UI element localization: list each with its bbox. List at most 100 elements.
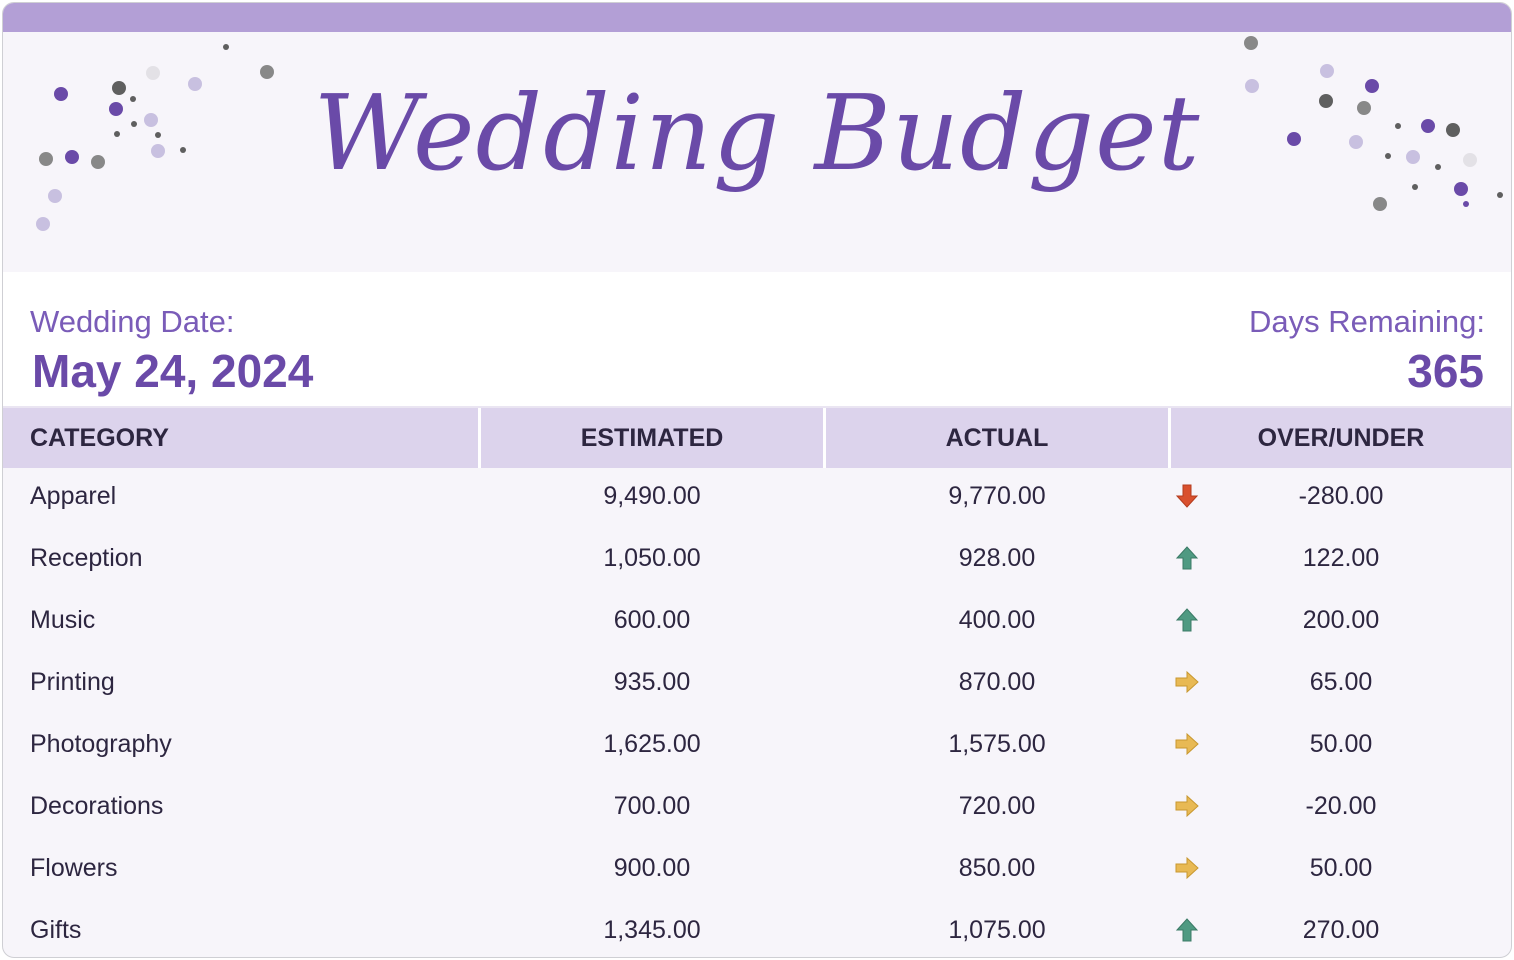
confetti-decoration xyxy=(36,36,1503,231)
column-header-over-under: OVER/UNDER xyxy=(1257,424,1425,452)
confetti-dot xyxy=(1412,184,1418,190)
table-row: Decorations 700.00 720.00 -20.00 xyxy=(3,775,1511,837)
over-under-cell: 65.00 xyxy=(1309,668,1373,696)
confetti-dot xyxy=(114,131,120,137)
estimated-cell[interactable]: 9,490.00 xyxy=(603,482,701,510)
confetti-dot xyxy=(144,113,158,127)
wedding-date-value[interactable]: May 24, 2024 xyxy=(32,345,314,397)
over-under-cell: -280.00 xyxy=(1298,482,1384,510)
confetti-dot xyxy=(1357,101,1371,115)
actual-cell[interactable]: 850.00 xyxy=(958,854,1036,882)
table-row: Printing 935.00 870.00 65.00 xyxy=(3,651,1511,713)
confetti-dot xyxy=(180,147,186,153)
wedding-date-label: Wedding Date: xyxy=(30,304,235,339)
confetti-dot xyxy=(1245,79,1259,93)
days-remaining-value: 365 xyxy=(1407,345,1484,397)
category-cell[interactable]: Apparel xyxy=(30,482,117,510)
confetti-dot xyxy=(1373,197,1387,211)
estimated-cell[interactable]: 600.00 xyxy=(613,606,691,634)
confetti-dot xyxy=(1319,94,1333,108)
category-cell[interactable]: Gifts xyxy=(30,916,82,944)
over-under-cell: -20.00 xyxy=(1305,792,1377,820)
top-bar xyxy=(3,3,1511,32)
date-info: Wedding Date: May 24, 2024 Days Remainin… xyxy=(3,272,1511,406)
estimated-cell[interactable]: 900.00 xyxy=(613,854,691,882)
over-under-cell: 200.00 xyxy=(1302,606,1380,634)
estimated-cell[interactable]: 1,050.00 xyxy=(603,544,701,572)
table-row: Gifts 1,345.00 1,075.00 270.00 xyxy=(3,899,1511,957)
confetti-dot xyxy=(36,217,50,231)
confetti-dot xyxy=(1349,135,1363,149)
confetti-dot xyxy=(130,96,136,102)
page-title: Wedding Budget xyxy=(313,72,1201,194)
estimated-cell[interactable]: 700.00 xyxy=(613,792,691,820)
confetti-dot xyxy=(146,66,160,80)
actual-cell[interactable]: 870.00 xyxy=(958,668,1036,696)
up-arrow-icon xyxy=(1173,606,1201,634)
confetti-dot xyxy=(223,44,229,50)
table-row: Music 600.00 400.00 200.00 xyxy=(3,589,1511,651)
estimated-cell[interactable]: 1,345.00 xyxy=(603,916,701,944)
right-arrow-icon xyxy=(1173,668,1201,696)
confetti-dot xyxy=(1320,64,1334,78)
confetti-dot xyxy=(1287,132,1301,146)
category-cell[interactable]: Printing xyxy=(30,668,115,696)
table-row: Apparel 9,490.00 9,770.00 -280.00 xyxy=(3,465,1511,527)
table-row: Flowers 900.00 850.00 50.00 xyxy=(3,837,1511,899)
confetti-dot xyxy=(1421,119,1435,133)
up-arrow-icon xyxy=(1173,916,1201,944)
column-header-category: CATEGORY xyxy=(30,424,169,452)
confetti-dot xyxy=(48,189,62,203)
table-header: CATEGORY ESTIMATED ACTUAL OVER/UNDER xyxy=(3,406,1511,468)
confetti-dot xyxy=(65,150,79,164)
confetti-dot xyxy=(131,121,137,127)
actual-cell[interactable]: 400.00 xyxy=(958,606,1036,634)
category-cell[interactable]: Photography xyxy=(30,730,172,758)
confetti-dot xyxy=(188,77,202,91)
confetti-dot xyxy=(1497,192,1503,198)
confetti-dot xyxy=(109,102,123,116)
category-cell[interactable]: Music xyxy=(30,606,96,634)
table-row: Photography 1,625.00 1,575.00 50.00 xyxy=(3,713,1511,775)
confetti-dot xyxy=(1244,36,1258,50)
confetti-dot xyxy=(260,65,274,79)
confetti-dot xyxy=(112,81,126,95)
confetti-dot xyxy=(1463,153,1477,167)
down-arrow-icon xyxy=(1173,482,1201,510)
confetti-dot xyxy=(1406,150,1420,164)
confetti-dot xyxy=(39,152,53,166)
column-header-actual: ACTUAL xyxy=(945,424,1049,452)
category-cell[interactable]: Decorations xyxy=(30,792,164,820)
over-under-cell: 270.00 xyxy=(1302,916,1380,944)
over-under-cell: 122.00 xyxy=(1302,544,1380,572)
confetti-dot xyxy=(1435,164,1441,170)
confetti-dot xyxy=(1446,123,1460,137)
category-cell[interactable]: Flowers xyxy=(30,854,118,882)
actual-cell[interactable]: 928.00 xyxy=(958,544,1036,572)
estimated-cell[interactable]: 935.00 xyxy=(613,668,691,696)
right-arrow-icon xyxy=(1173,730,1201,758)
category-cell[interactable]: Reception xyxy=(30,544,143,572)
confetti-dot xyxy=(91,155,105,169)
confetti-dot xyxy=(1463,201,1469,207)
right-arrow-icon xyxy=(1173,854,1201,882)
estimated-cell[interactable]: 1,625.00 xyxy=(603,730,701,758)
table-row: Reception 1,050.00 928.00 122.00 xyxy=(3,527,1511,589)
actual-cell[interactable]: 1,075.00 xyxy=(948,916,1046,944)
confetti-dot xyxy=(1395,123,1401,129)
confetti-dot xyxy=(1454,182,1468,196)
up-arrow-icon xyxy=(1173,544,1201,572)
over-under-cell: 50.00 xyxy=(1309,730,1373,758)
right-arrow-icon xyxy=(1173,792,1201,820)
confetti-dot xyxy=(155,132,161,138)
actual-cell[interactable]: 1,575.00 xyxy=(948,730,1046,758)
over-under-cell: 50.00 xyxy=(1309,854,1373,882)
column-header-estimated: ESTIMATED xyxy=(580,424,724,452)
confetti-dot xyxy=(151,144,165,158)
title-banner: Wedding Budget xyxy=(3,32,1511,272)
actual-cell[interactable]: 720.00 xyxy=(958,792,1036,820)
confetti-dot xyxy=(54,87,68,101)
confetti-dot xyxy=(1385,153,1391,159)
actual-cell[interactable]: 9,770.00 xyxy=(948,482,1046,510)
